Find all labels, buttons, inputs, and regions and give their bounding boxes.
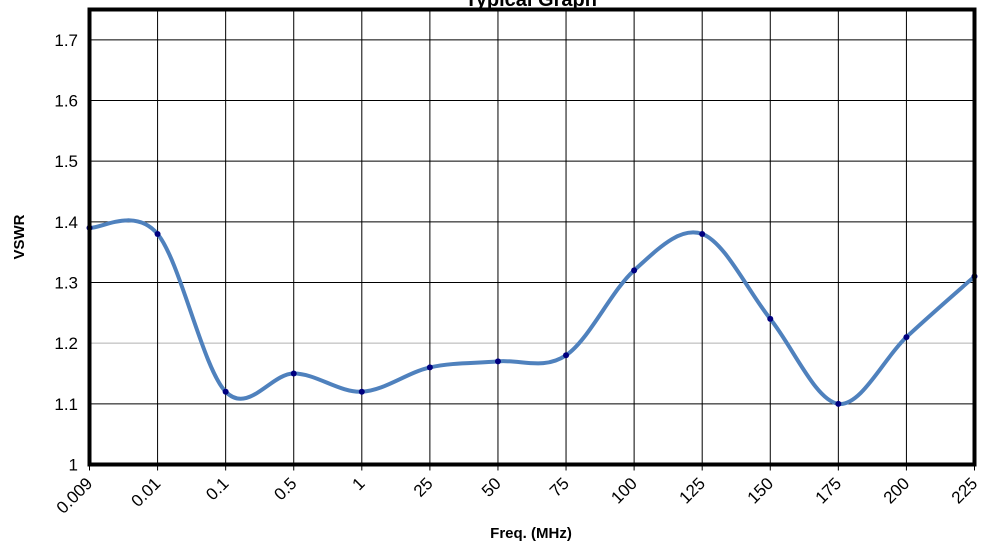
y-tick-label: 1.5 (54, 152, 78, 171)
data-point (767, 315, 774, 322)
x-tick-label: 175 (812, 474, 845, 507)
y-tick-label: 1.1 (54, 395, 78, 414)
x-tick-label: 225 (948, 474, 981, 507)
y-tick-labels: 1 1.1 1.2 1.3 1.4 1.5 1.6 1.7 (54, 31, 78, 475)
data-point (835, 400, 842, 407)
y-axis-title: VSWR (11, 214, 28, 259)
x-tick-label: 75 (546, 474, 573, 501)
x-tick-label: 0.5 (270, 474, 300, 504)
y-tick-label: 1.3 (54, 274, 78, 293)
x-tick-label: 0.01 (128, 474, 165, 511)
data-point (358, 388, 365, 395)
x-tick-label: 150 (744, 474, 777, 507)
x-axis-title: Freq. (MHz) (490, 525, 572, 542)
data-point (154, 230, 161, 237)
plot-frame (87, 7, 977, 467)
marker-layer (86, 224, 978, 407)
x-tick-label: 200 (880, 474, 913, 507)
data-point (222, 388, 229, 395)
x-tick-labels: 0.009 0.01 0.1 0.5 1 25 50 75 100 125 150 175 200 225 (53, 474, 982, 518)
y-tick-label: 1.6 (54, 92, 78, 111)
x-tick-label: 1 (349, 474, 369, 494)
data-point (903, 334, 910, 341)
y-tick-label: 1 (69, 456, 78, 475)
y-tick-label: 1.7 (54, 31, 78, 50)
data-point (631, 267, 638, 274)
series-layer (87, 218, 977, 406)
x-tick-label: 0.1 (202, 474, 232, 504)
x-tick-label: 100 (607, 474, 640, 507)
x-tick-label: 0.009 (53, 474, 97, 518)
data-point (290, 370, 297, 377)
data-point (699, 230, 706, 237)
data-point (494, 358, 501, 365)
data-point (426, 364, 433, 371)
y-tick-label: 1.4 (54, 213, 78, 232)
x-tick-label: 50 (478, 474, 505, 501)
series-line (87, 218, 977, 406)
x-tick-label: 125 (676, 474, 709, 507)
grid-layer (89, 9, 975, 471)
y-tick-label: 1.2 (54, 334, 78, 353)
chart-title: Typical Graph (465, 0, 597, 11)
data-point (563, 352, 570, 359)
x-tick-label: 25 (410, 474, 437, 501)
